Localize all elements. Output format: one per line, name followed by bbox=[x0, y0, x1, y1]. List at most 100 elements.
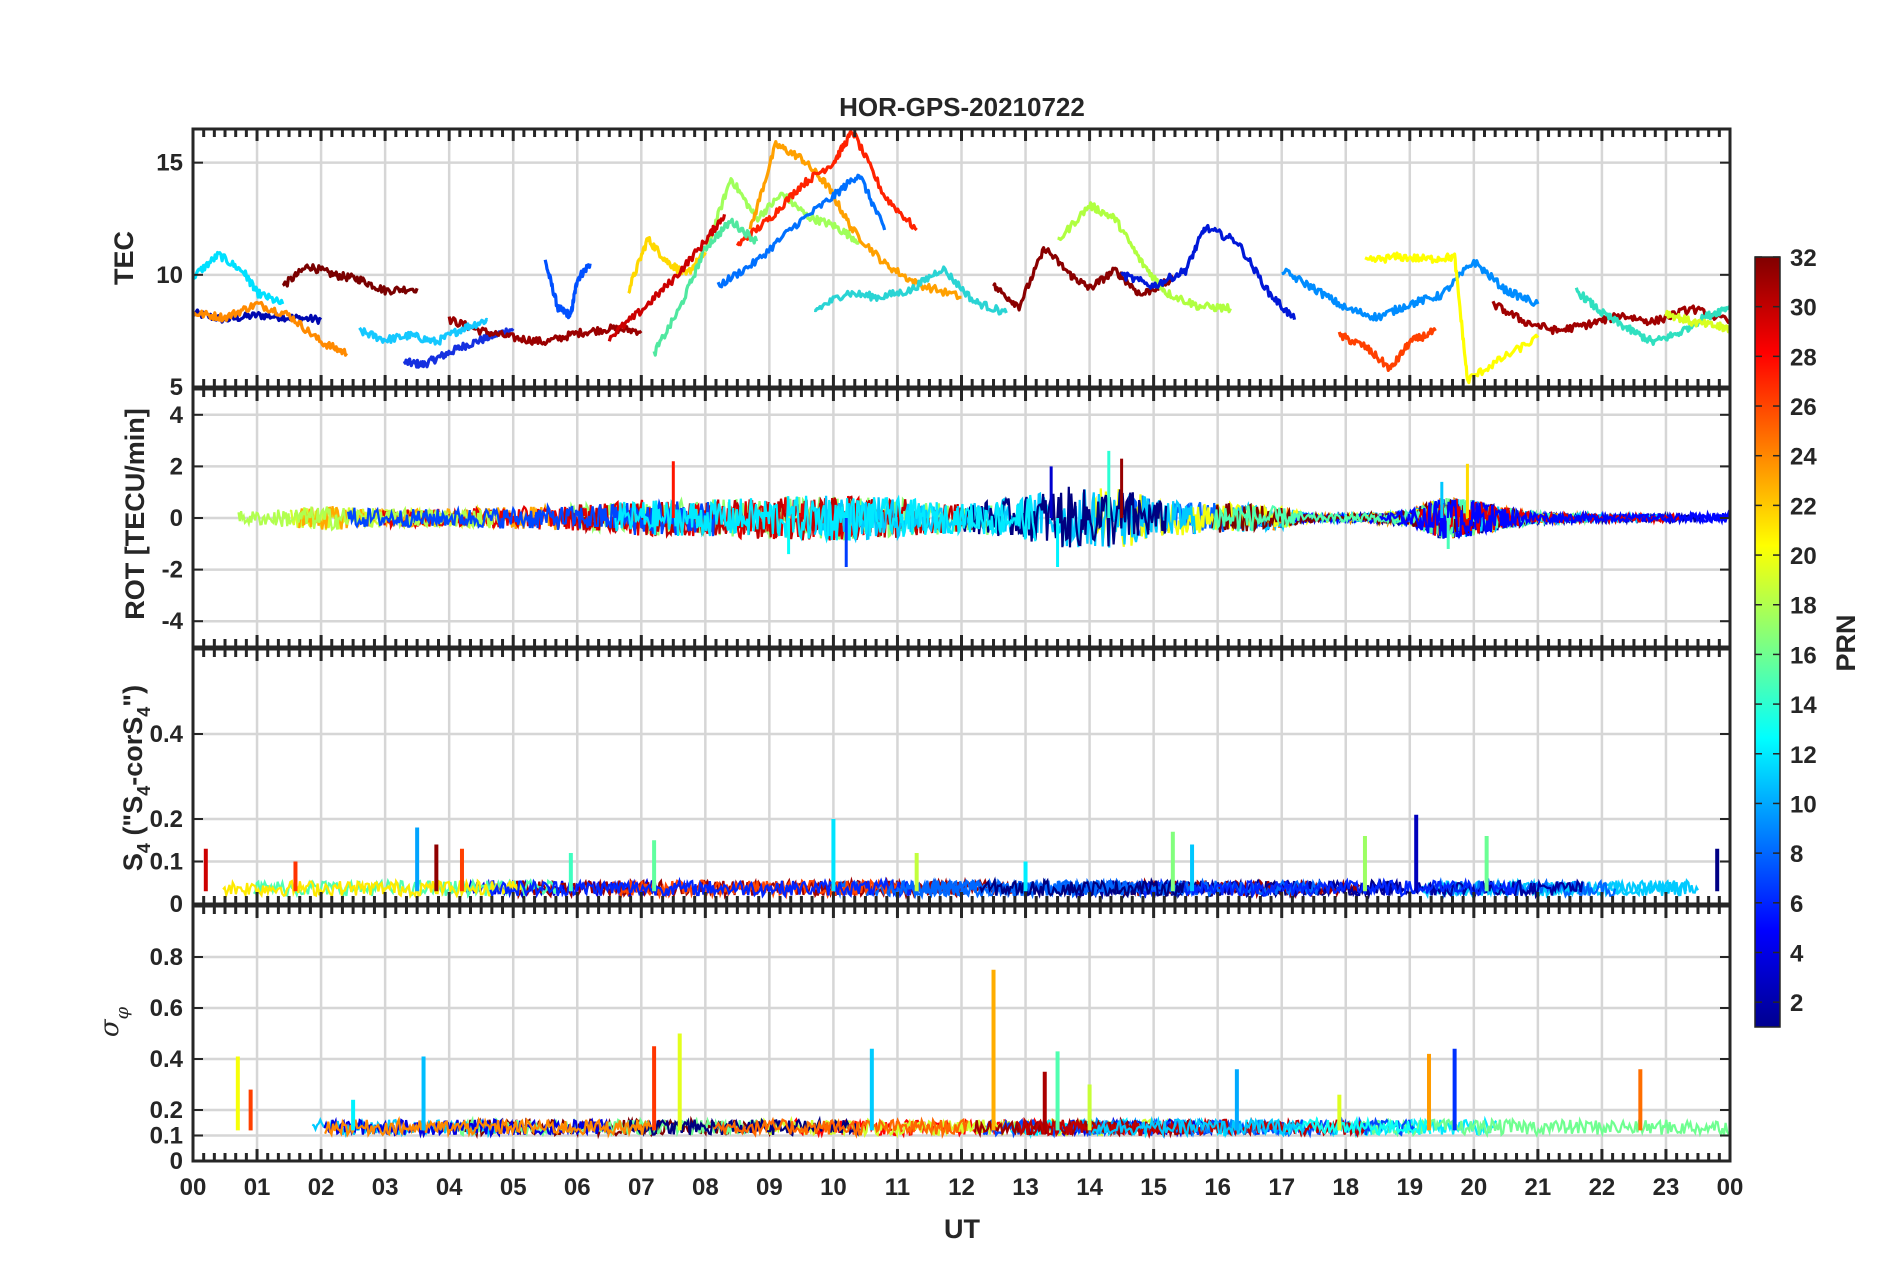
y-tick-label: 2 bbox=[170, 453, 183, 480]
colorbar-tick-label: 2 bbox=[1790, 990, 1803, 1017]
tec-series-line bbox=[607, 213, 727, 342]
rot-panel: -4 -2 0 2 4 bbox=[162, 387, 1732, 649]
x-tick-label: 11 bbox=[885, 1174, 910, 1201]
sigma-phi-panel: 00.10.2 0.4 0.6 0.8 bbox=[150, 904, 1732, 1175]
y-tick-label: 0.4 bbox=[150, 1046, 184, 1073]
tec-series-line bbox=[716, 173, 887, 289]
y-tick-label: -2 bbox=[162, 557, 183, 584]
tec-series-line bbox=[1491, 300, 1730, 336]
colorbar-label: PRN bbox=[1831, 614, 1861, 671]
tec-series-line bbox=[1120, 223, 1297, 321]
scint-series-line bbox=[324, 1116, 653, 1139]
s4-ylabel: S4 ("S4-corS4") bbox=[118, 685, 154, 871]
rot-series-line bbox=[1379, 499, 1730, 540]
x-tick-label: 21 bbox=[1525, 1174, 1552, 1201]
x-tick-label: 12 bbox=[948, 1174, 975, 1201]
colorbar-tick-label: 10 bbox=[1790, 791, 1817, 818]
colorbar-tick-label: 6 bbox=[1790, 891, 1803, 918]
y-tick-label: 0.6 bbox=[150, 995, 183, 1022]
tec-series-line bbox=[813, 265, 1008, 316]
scint-series-line bbox=[1091, 1116, 1305, 1139]
y-tick-label: 0.2 bbox=[150, 806, 183, 833]
s4-panel: 0 0.1 0.2 0.4 bbox=[150, 647, 1732, 918]
x-tick-label: 20 bbox=[1460, 1174, 1487, 1201]
x-tick-label: 10 bbox=[820, 1174, 847, 1201]
colorbar-tick-label: 8 bbox=[1790, 841, 1803, 868]
y-tick-label: 0.4 bbox=[150, 721, 184, 748]
tec-series-line bbox=[193, 250, 285, 306]
tec-series-line bbox=[1281, 258, 1540, 322]
x-tick-label: 13 bbox=[1012, 1174, 1039, 1201]
colorbar-tick-label: 30 bbox=[1790, 295, 1817, 322]
scint-series-line bbox=[222, 877, 522, 900]
x-tick-label: 09 bbox=[756, 1174, 783, 1201]
tec-series-line bbox=[281, 263, 419, 296]
scint-series-line bbox=[1133, 877, 1518, 899]
scint-series-line bbox=[979, 876, 1185, 899]
x-tick-label: 17 bbox=[1268, 1174, 1295, 1201]
tec-series-line bbox=[992, 246, 1175, 312]
x-tick-label: 04 bbox=[436, 1174, 463, 1201]
tec-series-line bbox=[652, 217, 759, 357]
x-tick-label: 07 bbox=[628, 1174, 655, 1201]
x-tick-label: 19 bbox=[1396, 1174, 1423, 1201]
x-tick-label: 05 bbox=[500, 1174, 527, 1201]
chart-title: HOR-GPS-20210722 bbox=[839, 92, 1085, 122]
y-tick-label: -4 bbox=[162, 608, 184, 635]
colorbar-tick-label: 4 bbox=[1790, 940, 1804, 967]
x-tick-label: 02 bbox=[308, 1174, 335, 1201]
colorbar-tick-label: 28 bbox=[1790, 344, 1817, 371]
y-tick-label: 5 bbox=[170, 374, 183, 401]
tec-ylabel: TEC bbox=[109, 231, 139, 285]
colorbar-gradient bbox=[1754, 256, 1781, 1028]
series-group bbox=[235, 969, 1730, 1140]
tec-series-line bbox=[543, 259, 592, 320]
tec-panel: 5 10 15 bbox=[156, 127, 1732, 401]
rot-series-line bbox=[614, 494, 1037, 544]
tec-series-line bbox=[358, 317, 488, 346]
sigma-phi-ylabel: σφ bbox=[95, 1006, 133, 1037]
rot-series-line bbox=[813, 489, 1197, 548]
x-tick-label: 23 bbox=[1653, 1174, 1680, 1201]
x-tick-label: 15 bbox=[1140, 1174, 1167, 1201]
tec-series-line bbox=[1574, 287, 1730, 346]
x-tick-label: 08 bbox=[692, 1174, 719, 1201]
colorbar-tick-label: 20 bbox=[1790, 543, 1817, 570]
colorbar-tick-label: 32 bbox=[1790, 245, 1817, 272]
scint-series-line bbox=[489, 876, 915, 899]
tec-series-line bbox=[703, 177, 861, 253]
series-group bbox=[237, 450, 1730, 568]
colorbar-tick-label: 16 bbox=[1790, 642, 1817, 669]
rot-ylabel: ROT [TECU/min] bbox=[120, 408, 150, 619]
x-tick-label: 22 bbox=[1589, 1174, 1616, 1201]
tec-series-line bbox=[1664, 309, 1730, 334]
tec-series-line bbox=[402, 327, 515, 369]
scint-series-line bbox=[1282, 1115, 1432, 1137]
scint-series-line bbox=[713, 1116, 969, 1140]
y-tick-label: 10 bbox=[156, 262, 183, 289]
y-tick-label: 4 bbox=[170, 402, 184, 429]
tec-series-line bbox=[627, 236, 707, 295]
y-tick-label: 0 bbox=[170, 891, 183, 918]
colorbar-tick-label: 14 bbox=[1790, 692, 1817, 719]
x-tick-label: 06 bbox=[564, 1174, 591, 1201]
tec-series-line bbox=[1364, 251, 1540, 385]
colorbar-tick-label: 24 bbox=[1790, 444, 1817, 471]
x-tick-label: 16 bbox=[1204, 1174, 1231, 1201]
tec-series-line bbox=[1057, 201, 1232, 314]
x-tick-label: 00 bbox=[1717, 1174, 1744, 1201]
tec-series-line bbox=[735, 129, 918, 247]
y-tick-label: 0.1 bbox=[150, 1123, 183, 1150]
x-axis-label: UT bbox=[944, 1214, 980, 1244]
colorbar-tick-label: 12 bbox=[1790, 742, 1817, 769]
colorbar-tick-label: 18 bbox=[1790, 593, 1817, 620]
tec-series-line bbox=[748, 140, 962, 301]
y-tick-label: 15 bbox=[156, 150, 183, 177]
x-tick-label: 00 bbox=[180, 1174, 207, 1201]
y-tick-label: 0.8 bbox=[150, 944, 183, 971]
y-tick-label: 0.1 bbox=[150, 849, 183, 876]
x-tick-label: 03 bbox=[372, 1174, 399, 1201]
tec-series-line bbox=[447, 316, 643, 346]
